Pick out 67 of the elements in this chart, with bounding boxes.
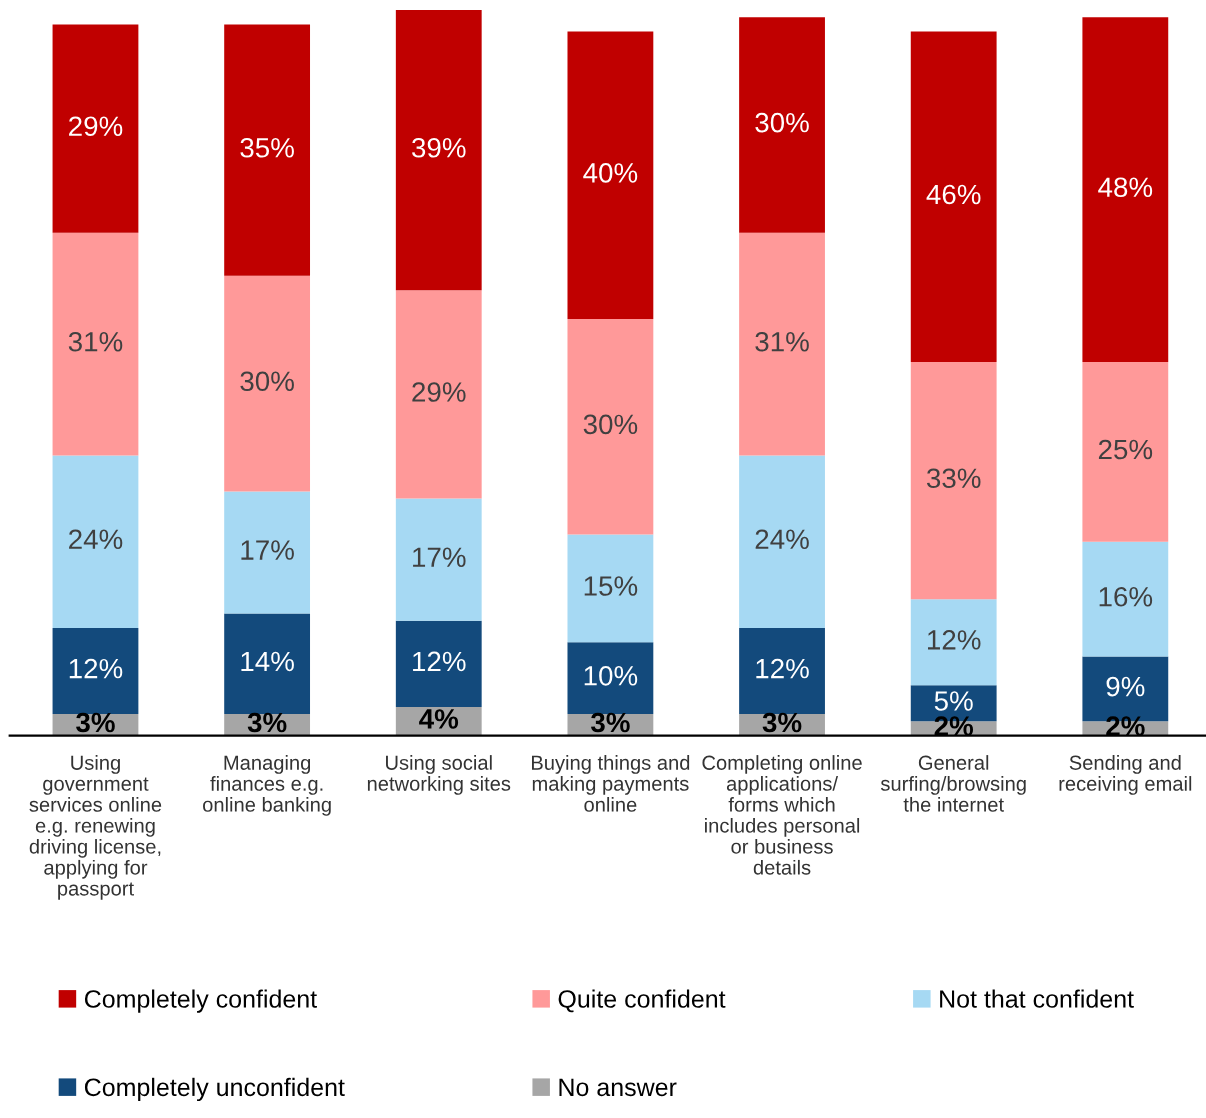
data-label: 15%	[584, 576, 638, 596]
x-tick-label: Completing online applications/ forms which includes personal or business details	[702, 755, 862, 875]
bar	[739, 17, 825, 233]
data-label: 17%	[241, 540, 294, 560]
legend-label: Quite confident	[558, 989, 726, 1013]
data-label: 16%	[1099, 586, 1153, 607]
data-label: 30%	[240, 371, 294, 392]
legend-label: Completely unconfident	[84, 1077, 345, 1102]
data-label: 9%	[1106, 676, 1145, 697]
data-label: 3%	[247, 712, 287, 733]
legend-label: Not that confident	[940, 989, 1134, 1008]
data-label: 24%	[69, 529, 123, 550]
bar	[567, 318, 654, 535]
legend-label: No answer	[559, 1078, 677, 1097]
data-label: 10%	[584, 665, 638, 686]
data-label: 29%	[412, 382, 466, 402]
data-label: 12%	[413, 651, 466, 672]
data-label: 3%	[762, 712, 802, 733]
data-label: 12%	[756, 658, 809, 679]
x-tick-label: Sending and receiving email	[1059, 755, 1192, 795]
data-label: 14%	[241, 651, 294, 672]
bar	[52, 24, 139, 233]
data-label: 5%	[934, 691, 973, 711]
x-tick-label: Buying things and making payments online	[532, 755, 690, 812]
legend-label: Completely confident	[84, 989, 317, 1013]
bar	[739, 455, 825, 628]
bar	[910, 362, 997, 600]
data-label: 31%	[68, 331, 123, 352]
bar	[395, 290, 482, 499]
bar	[739, 232, 825, 456]
bar	[1082, 541, 1169, 657]
data-label: 25%	[1098, 439, 1153, 460]
data-label: 29%	[69, 116, 123, 137]
bar	[395, 10, 482, 291]
bar	[910, 31, 997, 363]
data-label: 31%	[755, 331, 809, 352]
bar	[567, 31, 654, 319]
bar	[395, 620, 482, 707]
data-label: 4%	[419, 709, 459, 729]
x-tick-label: Using social networking sites	[367, 755, 511, 795]
bar	[224, 491, 311, 614]
bar	[52, 455, 139, 628]
bar	[224, 275, 311, 492]
bar	[395, 498, 482, 621]
x-tick-label: Managing finances e.g. online banking	[203, 755, 331, 816]
data-label: 24%	[755, 529, 809, 550]
x-tick-label: General surfing/browsing the internet	[880, 755, 1026, 812]
data-label: 3%	[76, 712, 115, 733]
x-tick-label: Using government services online e.g. renewing driving license, applying for passport	[29, 755, 162, 900]
data-label: 48%	[1098, 177, 1153, 198]
bar	[1082, 362, 1169, 542]
data-label: 3%	[590, 712, 630, 733]
data-label: 30%	[583, 414, 638, 435]
data-label: 17%	[413, 547, 466, 567]
data-label: 12%	[928, 630, 981, 650]
data-label: 12%	[69, 658, 123, 679]
bar	[567, 534, 654, 643]
bar	[224, 24, 311, 276]
data-label: 35%	[240, 137, 294, 158]
data-label: 30%	[755, 112, 809, 133]
data-label: 40%	[583, 163, 638, 183]
data-label: 46%	[926, 184, 981, 205]
data-label: 39%	[412, 137, 466, 158]
bar	[52, 232, 139, 456]
data-label: 33%	[926, 468, 981, 489]
bar	[910, 599, 997, 686]
bar	[1082, 17, 1169, 363]
